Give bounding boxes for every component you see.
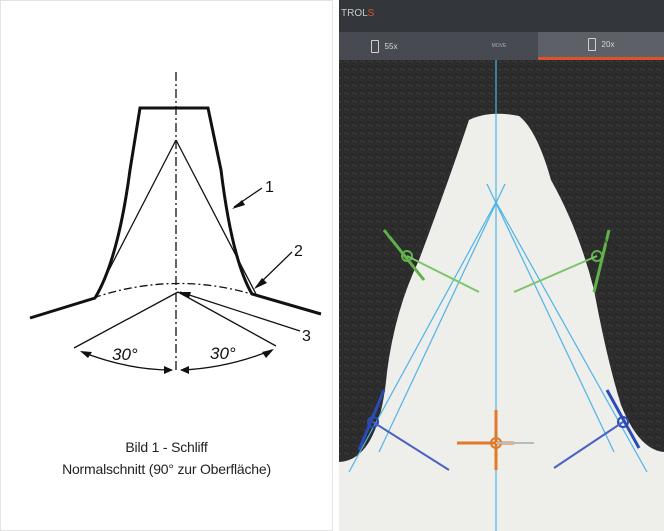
gear-tooth-drawing: 1 2 3 30° 30° (29, 72, 322, 374)
construction-line-left (93, 139, 177, 300)
phone-icon (587, 38, 596, 51)
app-header: TROLS (339, 0, 664, 32)
tab-move-label: MOVE (491, 43, 507, 49)
angle-label-left: 30° (112, 345, 138, 364)
technical-drawing-panel: 1 2 3 30° 30° Bild 1 - Schliff Normalsch… (29, 72, 322, 477)
leader-line-3 (179, 291, 301, 332)
green-measurement[interactable]: CHD 1.2 CHD 0.9 (377, 229, 619, 293)
tab-20x-active[interactable]: 20x (538, 32, 664, 60)
app-logo: TROLS (341, 8, 374, 19)
angle-arc-left (81, 351, 173, 371)
case-depth-arc (92, 282, 259, 299)
construction-line-right (175, 139, 257, 295)
logo-accent: S (367, 8, 375, 19)
zoom-tab-bar: 55x MOVE 20x (339, 32, 664, 60)
tab-55x[interactable]: 55x (339, 32, 429, 60)
tab-55x-label: 55x (384, 41, 398, 51)
gear-tooth-section (339, 113, 664, 531)
arrowhead (232, 200, 245, 209)
tab-20x-label: 20x (601, 40, 615, 49)
label-1: 1 (265, 179, 274, 196)
logo-text: TROL (341, 8, 368, 19)
arrowhead (80, 351, 92, 358)
arrowhead (179, 292, 191, 298)
arrowhead (254, 278, 267, 289)
microscope-app-panel: TROLS 55x MOVE 20x (339, 0, 664, 531)
angle-label-right: 30° (210, 344, 236, 363)
tab-move[interactable]: MOVE (459, 32, 539, 60)
label-3: 3 (302, 328, 311, 345)
angle-line-left (73, 291, 179, 349)
tooth-outline (29, 106, 322, 320)
orange-measurement[interactable] (457, 410, 534, 470)
caption-title: Bild 1 - Schliff (125, 439, 208, 455)
phone-icon (370, 39, 379, 53)
label-2: 2 (294, 243, 303, 260)
micrograph-view[interactable]: CHD 1.2 CHD 0.9 CHD 0.9 CHD 1.1 (339, 60, 664, 531)
arrowhead (262, 349, 274, 358)
arrowhead (180, 366, 189, 374)
caption-subtitle: Normalschnitt (90° zur Oberfläche) (62, 461, 271, 477)
angle-line-right (177, 291, 277, 347)
arrowhead (164, 366, 173, 374)
